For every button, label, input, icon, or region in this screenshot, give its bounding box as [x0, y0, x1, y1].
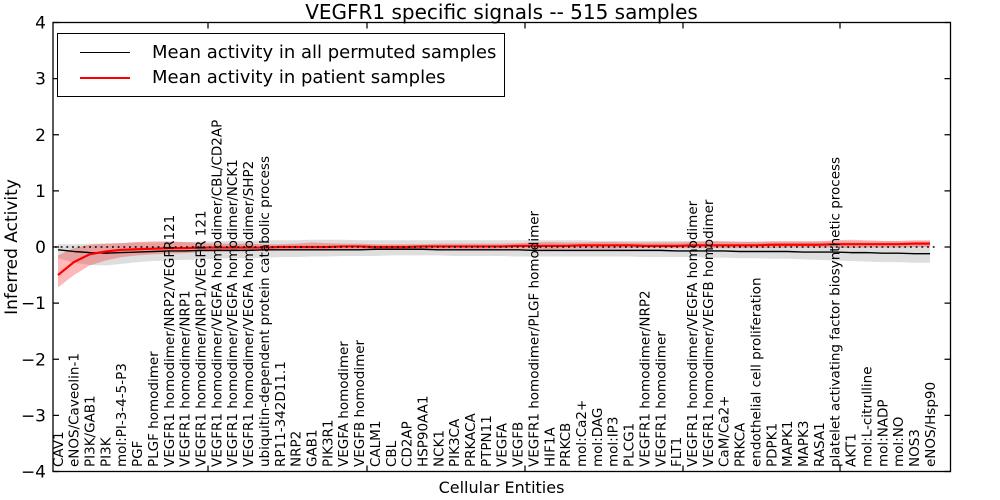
x-tick-label: CaM/Ca2+ [717, 396, 733, 468]
x-tick-label: mol:IP3 [606, 417, 622, 467]
y-tick-label: 1 [35, 182, 46, 202]
y-tick-label: −4 [21, 463, 46, 483]
x-tick-label: AKT1 [844, 433, 860, 467]
y-tick-label: −2 [21, 350, 46, 370]
x-tick-label: VEGFR1 homodimer/NRP2 [637, 290, 653, 467]
x-tick-label: mol:NADP [875, 399, 891, 467]
x-tick-label: CAV1 [51, 431, 67, 467]
x-tick-label: VEGFA homodimer [336, 341, 352, 467]
x-tick-label: PGF [130, 441, 146, 467]
legend-label-patient: Mean activity in patient samples [152, 67, 446, 88]
line-permuted [57, 248, 931, 255]
x-tick-label: PIK3R1 [320, 419, 336, 467]
x-tick-label: PRKCA [733, 422, 749, 467]
x-tick-label: HSP90AA1 [415, 396, 431, 467]
x-tick-label: ubiquitin-dependent protein catabolic pr… [257, 156, 273, 467]
x-tick-label: VEGFR1 homodimer/NRP2/VEGFR121 [162, 215, 178, 467]
x-tick-label: VEGFR1 homodimer [653, 331, 669, 467]
x-tick-label: VEGFR1 homodimer/PLGF homodimer [526, 210, 542, 467]
x-tick-label: RASA1 [812, 422, 828, 467]
x-tick-label: CBL [384, 440, 400, 467]
x-tick-label: VEGFR1 homodimer/VEGFA homodimer/SHP2 [241, 161, 257, 467]
x-tick-label: GAB1 [304, 429, 320, 467]
x-tick-label: VEGFR1 homodimer/NRP1/VEGFR 121 [193, 210, 209, 467]
y-tick-label: 0 [35, 238, 46, 258]
legend: Mean activity in all permuted samples Me… [57, 33, 505, 97]
x-tick-label: PI3K [98, 436, 114, 467]
x-tick-label: NRP2 [289, 431, 305, 467]
y-tick-label: 3 [35, 70, 46, 90]
x-tick-label: VEGFB [511, 422, 527, 467]
x-axis-label: Cellular Entities [438, 478, 565, 497]
x-tick-label: mol:PI-3-4-5-P3 [114, 363, 130, 467]
x-tick-label: VEGFR1 homodimer/VEGFA homodimer [685, 200, 701, 467]
x-tick-label: MAPK3 [796, 421, 812, 467]
x-tick-label: mol:Ca2+ [574, 400, 590, 467]
legend-line-sample-red [80, 76, 130, 79]
x-tick-label: NOS3 [907, 429, 923, 467]
x-tick-label: PIK3CA [447, 418, 463, 467]
legend-line-sample-black [80, 52, 130, 53]
x-tick-label: NCK1 [431, 430, 447, 467]
legend-entry-patient: Mean activity in patient samples [80, 67, 504, 88]
legend-entry-permuted: Mean activity in all permuted samples [80, 42, 504, 63]
x-tick-label: VEGFR1 homodimer/VEGFA homodimer/CBL/CD2… [209, 120, 225, 467]
x-tick-label: PLCG1 [622, 423, 638, 467]
x-tick-label: PI3K/GAB1 [83, 395, 99, 467]
x-tick-label: PTPN11 [479, 415, 495, 467]
y-tick-label: −3 [21, 406, 46, 426]
x-tick-label: VEGFA [495, 422, 511, 467]
x-tick-label: VEGFR1 homodimer/NRP1 [178, 290, 194, 467]
x-tick-label: PRKACA [463, 412, 479, 467]
x-tick-label: VEGFB homodimer [352, 339, 368, 467]
chart-title: VEGFR1 specific signals -- 515 samples [305, 0, 698, 24]
x-tick-label: PLGF homodimer [146, 351, 162, 467]
x-tick-label: mol:NO [891, 417, 907, 467]
x-tick-label: PDPK1 [764, 423, 780, 467]
y-tick-label: 4 [35, 14, 46, 34]
x-tick-label: RP11-342D11.1 [273, 361, 289, 467]
x-tick-label: CALM1 [368, 421, 384, 467]
x-tick-label: PRKCB [558, 423, 574, 467]
x-tick-label: VEGFR1 homodimer/VEGFA homodimer/NCK1 [225, 159, 241, 467]
x-tick-label: HIF1A [542, 427, 558, 467]
legend-label-permuted: Mean activity in all permuted samples [152, 42, 497, 63]
x-tick-label: eNOS/Caveolin-1 [67, 353, 83, 467]
x-tick-label: platelet activating factor biosynthetic … [828, 157, 844, 467]
x-tick-label: endothelial cell proliferation [748, 277, 764, 467]
x-tick-label: CD2AP [400, 421, 416, 467]
x-tick-label: mol:L-citrulline [859, 366, 875, 467]
x-tick-label: VEGFR1 homodimer/VEGFB homodimer [701, 199, 717, 467]
x-tick-label: FLT1 [669, 437, 685, 467]
y-tick-label: 2 [35, 126, 46, 146]
x-tick-label: MAPK1 [780, 421, 796, 467]
x-tick-label: eNOS/Hsp90 [923, 382, 939, 467]
y-tick-label: −1 [21, 294, 46, 314]
x-tick-label: mol:DAG [590, 408, 606, 467]
